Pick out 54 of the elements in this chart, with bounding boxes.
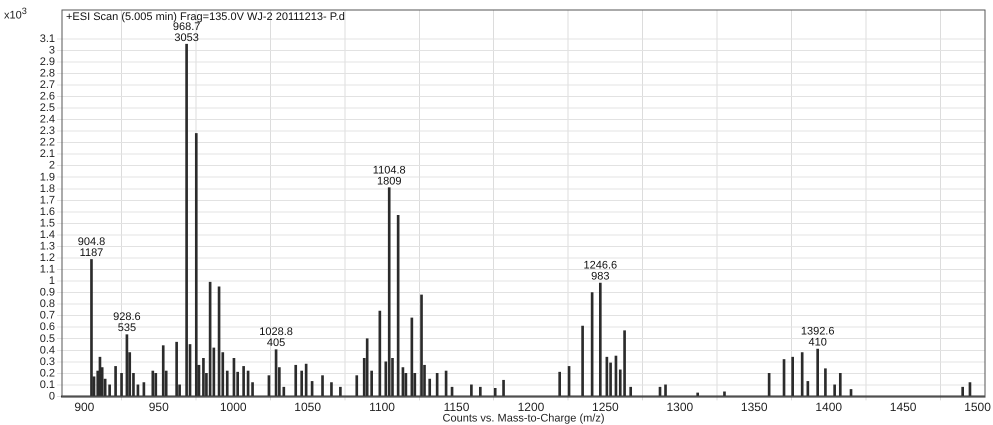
y-tick-label: 2.9	[40, 56, 55, 68]
x-tick-label: 1250	[592, 400, 620, 414]
y-tick-label: 0.6	[40, 321, 55, 334]
y-tick-label: 2.2	[40, 136, 55, 149]
x-tick-label: 1150	[444, 400, 470, 414]
y-tick-label: 2	[48, 160, 55, 172]
x-tick-label: 1300	[666, 400, 694, 414]
x-tick-label: 950	[148, 400, 170, 414]
chart-title: +ESI Scan (5.005 min) Frag=135.0V WJ-2 20111213- P.d	[66, 11, 345, 23]
y-tick-label: 0	[48, 390, 55, 402]
y-tick-label: 1.6	[40, 206, 55, 218]
x-tick-label: 1100	[369, 400, 396, 414]
x-tick-label: 1050	[294, 400, 322, 414]
annotation: 1104.8 1809	[372, 164, 406, 188]
y-tick-label: 2.6	[40, 90, 55, 103]
y-tick-label: 2.7	[40, 79, 55, 92]
y-tick-label: 1.8	[40, 182, 55, 195]
annotation: 1246.6 983	[583, 260, 618, 283]
y-tick-label: 1.1	[40, 264, 55, 276]
y-tick-label: 3.1	[40, 32, 55, 45]
y-tick-label: 1	[48, 275, 55, 288]
y-tick-label: 1.5	[40, 217, 55, 230]
x-tick-label: 1000	[220, 400, 247, 414]
y-tick-label: 0.2	[40, 367, 55, 380]
y-tick-label: 1.4	[40, 228, 55, 241]
x-tick-label: 1200	[518, 400, 545, 414]
annotation: 928.6 535	[113, 311, 141, 334]
y-tick-label: 0.8	[40, 298, 55, 310]
y-tick-label: 1.3	[40, 240, 55, 252]
annotation: 1392.6 410	[800, 326, 834, 349]
y-tick-label: 0.7	[40, 310, 55, 322]
y-tick-label: 0.1	[40, 378, 55, 391]
y-axis-title: x10$^{3}$	[4, 6, 27, 22]
y-tick-label: 1.9	[40, 171, 55, 184]
x-tick-label: 1450	[890, 400, 917, 414]
y-tick-label: 0.4	[40, 344, 55, 356]
y-tick-label: 0.5	[40, 332, 55, 345]
x-tick-label: 1350	[740, 400, 768, 414]
x-tick-label: 900	[74, 400, 95, 414]
y-tick-label: 2.5	[40, 102, 55, 114]
annotation: 1028.8 405	[259, 326, 293, 350]
y-tick-label: 2.3	[40, 125, 55, 138]
annotation: 904.8 1187	[78, 236, 106, 260]
x-tick-label: 1400	[815, 400, 842, 414]
y-tick-label: 2.4	[40, 114, 55, 126]
x-axis-title: Counts vs. Mass-to-Charge (m/z)	[442, 412, 604, 424]
y-tick-label: 0.9	[40, 286, 55, 299]
x-tick-label: 1500	[964, 400, 992, 414]
y-tick-label: 1.2	[40, 252, 55, 264]
y-tick-label: 0.3	[40, 356, 55, 368]
y-tick-label: 2.8	[40, 67, 55, 80]
y-tick-label: 1.7	[40, 194, 55, 206]
y-tick-label: 2.1	[40, 148, 55, 160]
y-tick-label: 3	[48, 44, 55, 56]
